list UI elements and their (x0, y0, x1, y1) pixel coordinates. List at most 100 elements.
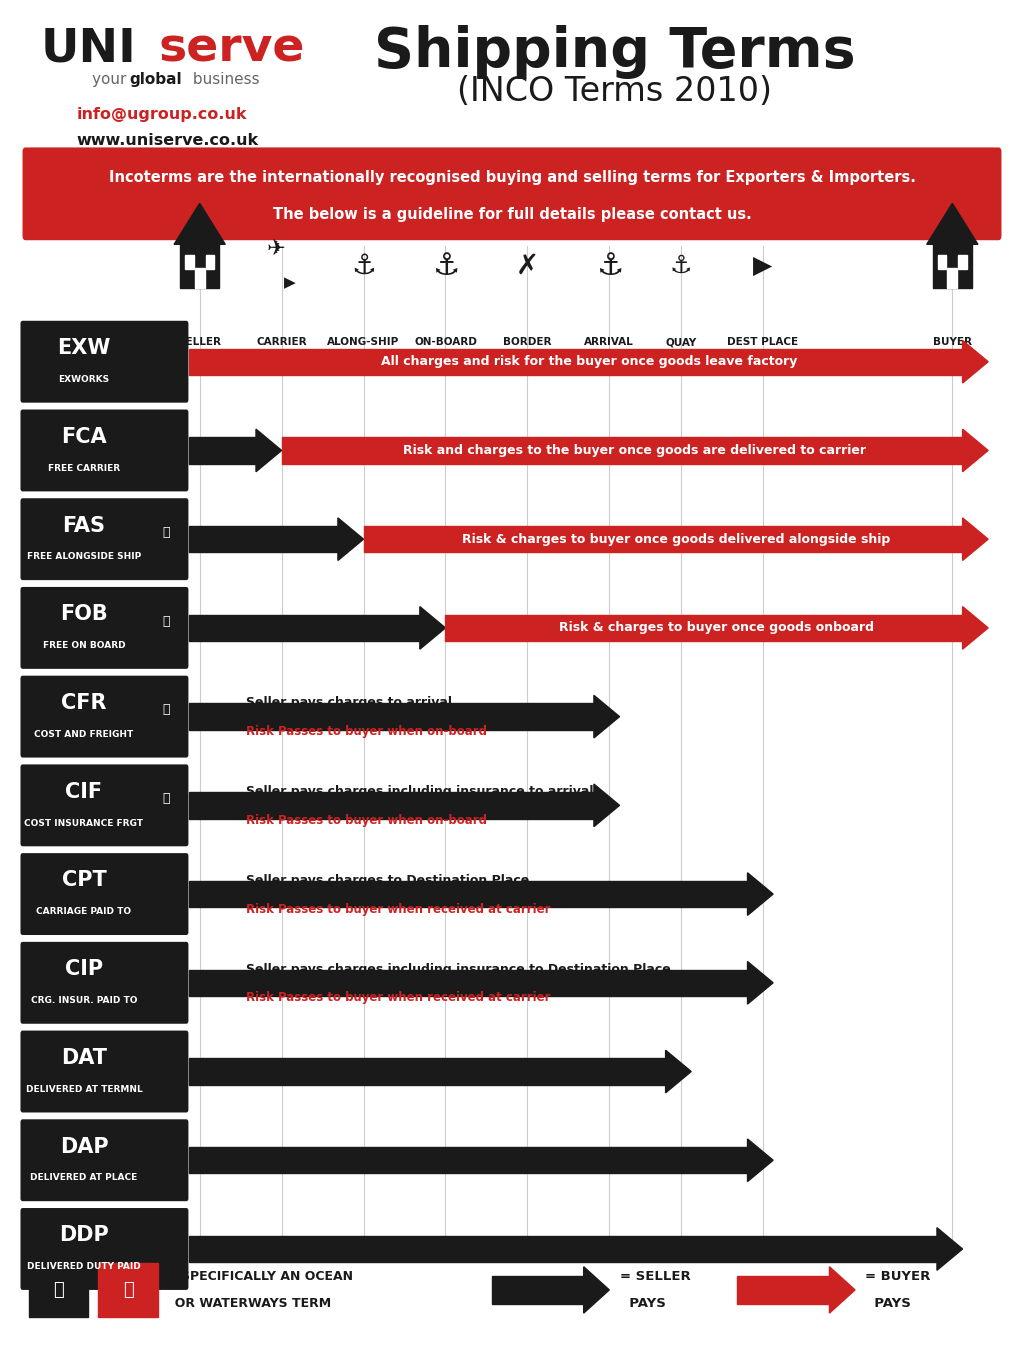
Bar (195, 268, 205, 288)
Text: OR WATERWAYS TERM: OR WATERWAYS TERM (166, 1297, 331, 1310)
Text: ▶: ▶ (284, 276, 296, 289)
Text: Seller pays charges including insurance to arrival: Seller pays charges including insurance … (246, 785, 593, 799)
Text: info@ugroup.co.uk: info@ugroup.co.uk (77, 108, 248, 121)
Bar (180, 244, 219, 288)
Polygon shape (174, 203, 225, 244)
Text: DEST PLACE: DEST PLACE (727, 337, 799, 347)
Bar (737, 1275, 829, 1305)
Bar (364, 526, 963, 553)
Polygon shape (748, 872, 773, 916)
Polygon shape (963, 606, 988, 650)
Bar (189, 880, 748, 908)
Text: your: your (92, 72, 131, 86)
Text: Risk Passes to buyer when on-board: Risk Passes to buyer when on-board (246, 725, 486, 738)
Text: DAP: DAP (59, 1137, 109, 1156)
Bar (189, 348, 963, 375)
Text: ⛴: ⛴ (162, 614, 170, 628)
Bar (185, 255, 194, 269)
Text: CFR: CFR (61, 693, 106, 713)
Text: ON-BOARD: ON-BOARD (414, 337, 477, 347)
Text: CIP: CIP (65, 960, 103, 979)
Bar (189, 792, 594, 819)
Text: ✈: ✈ (267, 240, 286, 259)
Text: The below is a guideline for full details please contact us.: The below is a guideline for full detail… (272, 207, 752, 221)
Polygon shape (594, 695, 620, 738)
Bar (189, 969, 748, 996)
Bar (189, 703, 594, 730)
Text: (INCO Terms 2010): (INCO Terms 2010) (457, 75, 772, 108)
Text: ⚓: ⚓ (351, 253, 376, 280)
Text: = BUYER: = BUYER (865, 1269, 931, 1283)
Polygon shape (963, 429, 988, 472)
Text: ⛴: ⛴ (162, 526, 170, 539)
Polygon shape (963, 517, 988, 561)
Polygon shape (420, 606, 445, 650)
Text: BORDER: BORDER (503, 337, 552, 347)
Text: QUAY: QUAY (666, 337, 696, 347)
Polygon shape (256, 429, 282, 472)
Polygon shape (829, 1267, 855, 1313)
FancyBboxPatch shape (20, 676, 188, 758)
Bar (189, 437, 256, 464)
FancyBboxPatch shape (20, 321, 188, 403)
Bar (933, 244, 972, 288)
FancyBboxPatch shape (20, 410, 188, 491)
Text: Seller pays charges to Destination Place: Seller pays charges to Destination Place (246, 874, 529, 887)
Bar (189, 526, 338, 553)
Text: www.uniserve.co.uk: www.uniserve.co.uk (77, 134, 259, 147)
Text: ▶: ▶ (754, 254, 772, 278)
Bar (189, 1147, 748, 1174)
FancyBboxPatch shape (20, 1031, 188, 1112)
Text: Risk & charges for Seller to arrival terminal: Risk & charges for Seller to arrival ter… (288, 1065, 593, 1078)
Bar (492, 1275, 584, 1305)
Text: CRG. INSUR. PAID TO: CRG. INSUR. PAID TO (31, 996, 137, 1005)
FancyBboxPatch shape (20, 764, 188, 846)
Polygon shape (748, 1138, 773, 1182)
Text: DELIVERED AT PLACE: DELIVERED AT PLACE (31, 1174, 137, 1182)
FancyBboxPatch shape (20, 498, 188, 580)
Polygon shape (594, 784, 620, 827)
Text: CARRIER: CARRIER (256, 337, 307, 347)
FancyBboxPatch shape (20, 942, 188, 1024)
Polygon shape (666, 1050, 691, 1093)
Polygon shape (584, 1267, 609, 1313)
Text: CPT: CPT (61, 871, 106, 890)
FancyBboxPatch shape (20, 587, 188, 669)
Text: UNI: UNI (41, 27, 137, 71)
Text: Risk and charges to the buyer once goods are delivered to carrier: Risk and charges to the buyer once goods… (403, 444, 866, 457)
Text: Risk & charges for Seller up to buyers warehouse including duty: Risk & charges for Seller up to buyers w… (349, 1242, 803, 1256)
Text: Risk & charges to buyer once goods onboard: Risk & charges to buyer once goods onboa… (559, 621, 874, 635)
Text: FOB: FOB (60, 605, 108, 624)
Text: ⚓: ⚓ (596, 251, 623, 281)
Text: ALONG-SHIP: ALONG-SHIP (328, 337, 399, 347)
Text: All charges and risk for the buyer once goods leave factory: All charges and risk for the buyer once … (381, 355, 797, 369)
Text: SELLER: SELLER (178, 337, 221, 347)
Bar (947, 268, 957, 288)
Bar (189, 1058, 666, 1085)
Text: DDP: DDP (59, 1226, 109, 1245)
Text: ✗: ✗ (516, 253, 539, 280)
Bar (282, 437, 963, 464)
Text: Risk Passes to buyer when received at carrier: Risk Passes to buyer when received at ca… (246, 991, 550, 1005)
Bar (189, 1235, 937, 1263)
Text: EXWORKS: EXWORKS (58, 375, 110, 384)
Bar (98, 1263, 158, 1317)
Text: COST AND FREIGHT: COST AND FREIGHT (35, 730, 133, 738)
Text: global: global (129, 72, 181, 86)
Polygon shape (338, 517, 364, 561)
Bar (206, 255, 214, 269)
Text: = SPECIFICALLY AN OCEAN: = SPECIFICALLY AN OCEAN (166, 1269, 353, 1283)
Text: ⛴: ⛴ (162, 703, 170, 717)
Bar (958, 255, 967, 269)
Polygon shape (748, 961, 773, 1005)
Text: FREE ON BOARD: FREE ON BOARD (43, 642, 125, 650)
FancyBboxPatch shape (20, 1208, 188, 1290)
Text: FREE CARRIER: FREE CARRIER (48, 464, 120, 472)
Text: FREE ALONGSIDE SHIP: FREE ALONGSIDE SHIP (27, 553, 141, 561)
Polygon shape (927, 203, 978, 244)
Bar (189, 614, 420, 642)
Text: DAT: DAT (61, 1048, 106, 1067)
Text: Seller pays charges to arrival: Seller pays charges to arrival (246, 696, 452, 710)
Text: ⛴: ⛴ (123, 1280, 133, 1299)
FancyBboxPatch shape (23, 147, 1001, 240)
